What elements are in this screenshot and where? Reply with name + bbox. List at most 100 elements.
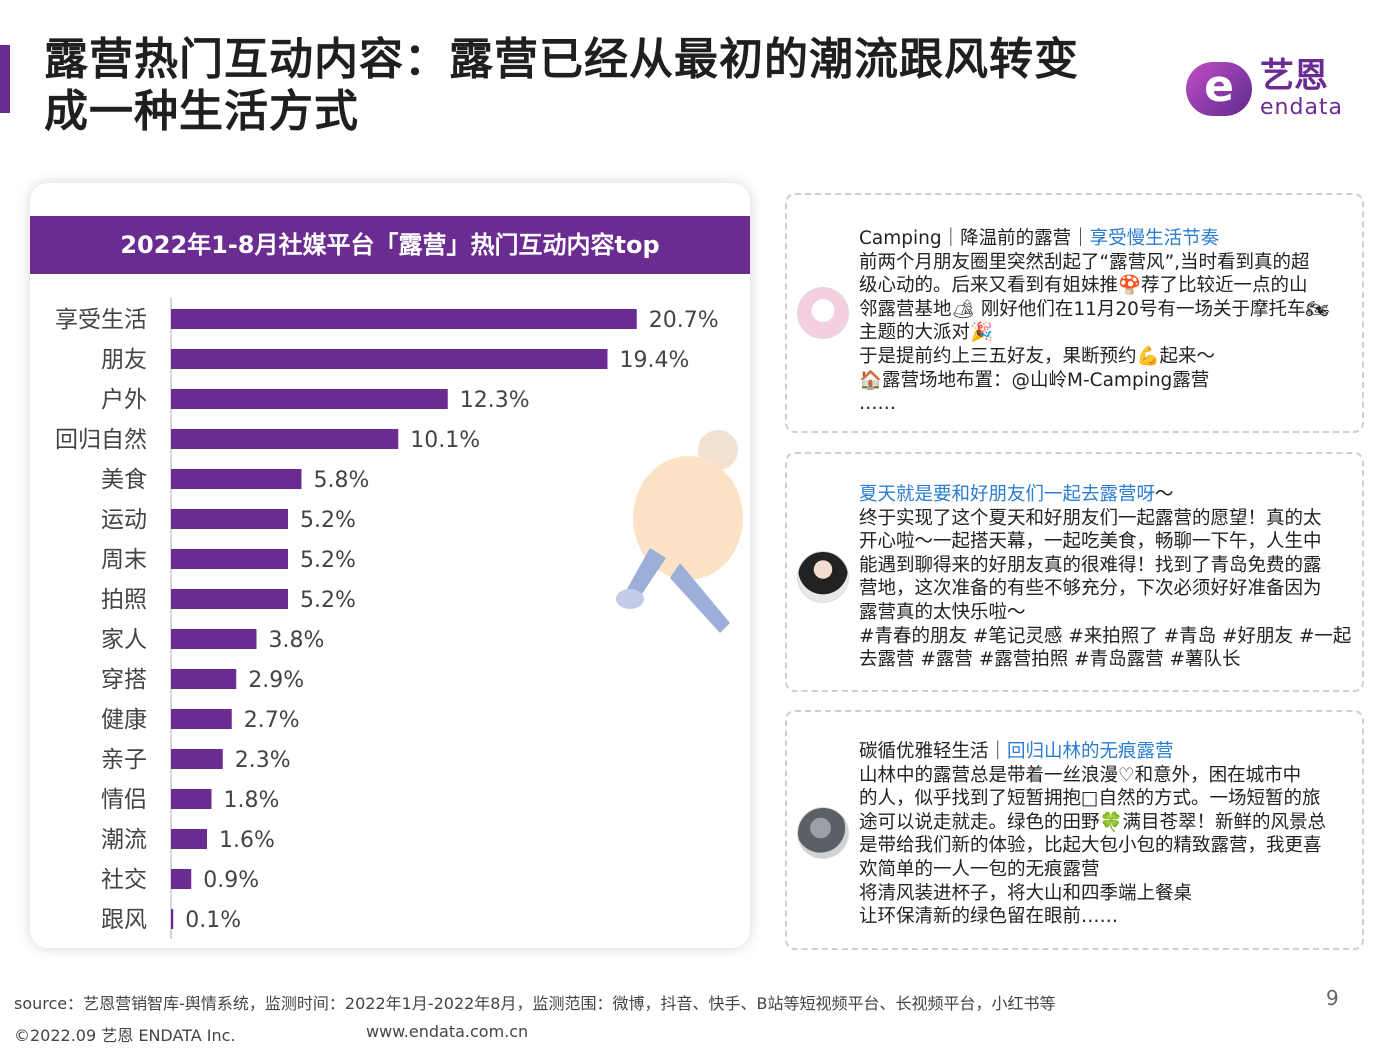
post-line: 营地，这次准备的有些不够充分，下次必须好好准备因为	[859, 577, 1352, 601]
post-text-segment: Camping｜降温前的露营｜	[859, 228, 1090, 249]
value-label: 12.3%	[460, 388, 530, 413]
bar	[171, 629, 257, 649]
value-label: 5.2%	[300, 548, 356, 573]
post-line: 露营真的太快乐啦～	[859, 601, 1352, 625]
bar-chart: 享受生活 20.7% 朋友 19.4% 户外 12.3% 回归自然 10.1% 美食 5.8% 运动…	[55, 298, 743, 939]
post-text-segment: 途可以说走就走。绿色的田野🍀满目苍翠！新鲜的风景总	[859, 811, 1327, 833]
category-label: 美食	[101, 467, 147, 493]
post-text-segment: 于是提前约上三五好友，果断预约💪起来～	[859, 345, 1216, 367]
post-text-segment: 终于实现了这个夏天和好朋友们一起露营的愿望！真的太	[859, 507, 1322, 529]
post-line: 于是提前约上三五好友，果断预约💪起来～	[859, 345, 1352, 369]
footer-copyright: ©2022.09 艺恩 ENDATA Inc.	[14, 1026, 236, 1045]
post-text-3: 碳循优雅轻生活｜回归山林的无痕露营 山林中的露营总是带着一丝浪漫♡和意外，困在城市…	[859, 740, 1352, 929]
post-line: 途可以说走就走。绿色的田野🍀满目苍翠！新鲜的风景总	[859, 811, 1352, 835]
value-label: 1.8%	[224, 788, 280, 813]
user-avatar-3	[797, 807, 849, 859]
bar	[171, 389, 448, 409]
category-label: 潮流	[101, 827, 147, 853]
title-accent-bar	[0, 45, 10, 113]
value-label: 2.9%	[248, 668, 304, 693]
category-label: 穿搭	[101, 667, 147, 693]
category-label: 情侣	[101, 787, 147, 813]
post-line: 🏠露营场地布置：@山岭M-Camping露营	[859, 369, 1352, 393]
bars-layer: 享受生活 20.7% 朋友 19.4% 户外 12.3% 回归自然 10.1% 美食 5.8% 运动…	[55, 307, 719, 933]
value-label: 0.9%	[203, 868, 259, 893]
post-line: 主题的大派对🎉	[859, 321, 1352, 345]
value-label: 3.8%	[269, 628, 325, 653]
post-text-segment: ……	[859, 393, 896, 415]
bar	[171, 869, 192, 889]
value-label: 19.4%	[620, 348, 690, 373]
category-label: 户外	[101, 387, 147, 413]
category-label: 朋友	[101, 347, 147, 373]
post-card-3: 碳循优雅轻生活｜回归山林的无痕露营 山林中的露营总是带着一丝浪漫♡和意外，困在城市…	[785, 710, 1364, 950]
bar	[171, 549, 288, 569]
post-line: 级心动的。后来又看到有姐妹推🍄荐了比较近一点的山	[859, 274, 1352, 298]
bar	[171, 309, 637, 329]
post-text-segment: 露营真的太快乐啦～	[859, 601, 1026, 623]
post-topic-link[interactable]: 享受慢生活节奏	[1089, 228, 1220, 249]
category-label: 跟风	[101, 907, 147, 933]
footer-source: source：艺恩营销智库-舆情系统，监测时间：2022年1月-2022年8月，…	[14, 994, 1056, 1013]
endata-logo: e 艺恩 endata	[1186, 56, 1356, 122]
chart-card: 2022年1-8月社媒平台「露营」热门互动内容top 享受生活 20.7% 朋友 19…	[30, 183, 750, 948]
post-text-segment: 将清风装进杯子，将大山和四季端上餐桌	[859, 882, 1193, 904]
post-line: 开心啦～一起搭天幕，一起吃美食，畅聊一下午，人生中	[859, 530, 1352, 554]
post-text-segment: #青春的朋友 #笔记灵感 #来拍照了 #青岛 #好朋友 #一起	[859, 625, 1352, 647]
value-label: 2.7%	[244, 708, 300, 733]
user-avatar-2	[797, 551, 849, 603]
bar	[171, 429, 399, 449]
footer-url[interactable]: www.endata.com.cn	[366, 1022, 529, 1041]
post-line: 山林中的露营总是带着一丝浪漫♡和意外，困在城市中	[859, 764, 1352, 788]
bar	[171, 709, 232, 729]
category-label: 运动	[101, 507, 147, 533]
value-label: 5.2%	[300, 588, 356, 613]
value-label: 0.1%	[185, 908, 241, 933]
bar	[171, 749, 223, 769]
post-text-segment: 邻露营基地🏕 刚好他们在11月20号有一场关于摩托车🏍	[859, 298, 1329, 320]
post-text-segment: 主题的大派对🎉	[859, 322, 994, 344]
bar	[171, 589, 288, 609]
value-label: 10.1%	[410, 428, 480, 453]
post-text-segment: ～	[1155, 484, 1174, 505]
category-label: 拍照	[101, 587, 147, 613]
bar	[171, 909, 174, 929]
post-text-2: 夏天就是要和好朋友们一起去露营呀～ 终于实现了这个夏天和好朋友们一起露营的愿望！真…	[859, 483, 1352, 672]
runner-illustration	[616, 430, 743, 633]
post-text-segment: 是带给我们新的体验，比起大包小包的精致露营，我更喜	[859, 835, 1322, 857]
category-label: 周末	[101, 547, 147, 573]
post-text-segment: 开心啦～一起搭天幕，一起吃美食，畅聊一下午，人生中	[859, 531, 1322, 553]
post-card-2: 夏天就是要和好朋友们一起去露营呀～ 终于实现了这个夏天和好朋友们一起露营的愿望！真…	[785, 452, 1364, 692]
bar	[171, 829, 207, 849]
post-line: 将清风装进杯子，将大山和四季端上餐桌	[859, 882, 1352, 906]
category-label: 回归自然	[55, 427, 147, 453]
post-topic-link[interactable]: 夏天就是要和好朋友们一起去露营呀	[859, 484, 1156, 505]
bar	[171, 789, 212, 809]
post-line: ……	[859, 392, 1352, 416]
post-topic-link[interactable]: 回归山林的无痕露营	[1007, 741, 1174, 762]
post-line: 欢简单的一人一包的无痕露营	[859, 858, 1352, 882]
bar	[171, 509, 288, 529]
post-text-segment: 营地，这次准备的有些不够充分，下次必须好好准备因为	[859, 578, 1322, 600]
post-line: 碳循优雅轻生活｜回归山林的无痕露营	[859, 740, 1352, 764]
post-text-1: Camping｜降温前的露营｜享受慢生活节奏 前两个月朋友圈里突然刮起了“露营风”…	[859, 227, 1352, 416]
chart-title: 2022年1-8月社媒平台「露营」热门互动内容top	[30, 216, 750, 274]
category-label: 享受生活	[55, 307, 147, 333]
post-line: 邻露营基地🏕 刚好他们在11月20号有一场关于摩托车🏍	[859, 298, 1352, 322]
post-text-segment: 欢简单的一人一包的无痕露营	[859, 858, 1100, 880]
value-label: 20.7%	[649, 308, 719, 333]
logo-cn-text: 艺恩	[1260, 56, 1328, 96]
page-title-line-1: 露营热门互动内容：露营已经从最初的潮流跟风转变	[44, 34, 1079, 85]
category-label: 健康	[101, 707, 147, 733]
post-card-1: Camping｜降温前的露营｜享受慢生活节奏 前两个月朋友圈里突然刮起了“露营风”…	[785, 193, 1364, 433]
post-line: Camping｜降温前的露营｜享受慢生活节奏	[859, 227, 1352, 251]
page-title-line-2: 成一种生活方式	[44, 86, 359, 137]
value-label: 1.6%	[219, 828, 275, 853]
endata-logo-icon: e	[1186, 62, 1252, 116]
bar	[171, 349, 608, 369]
value-label: 5.8%	[314, 468, 370, 493]
post-text-segment: 让环保清新的绿色留在眼前……	[859, 906, 1119, 928]
page-number: 9	[1326, 986, 1339, 1010]
user-avatar-1	[797, 287, 849, 339]
post-text-segment: 碳循优雅轻生活｜	[859, 741, 1008, 762]
